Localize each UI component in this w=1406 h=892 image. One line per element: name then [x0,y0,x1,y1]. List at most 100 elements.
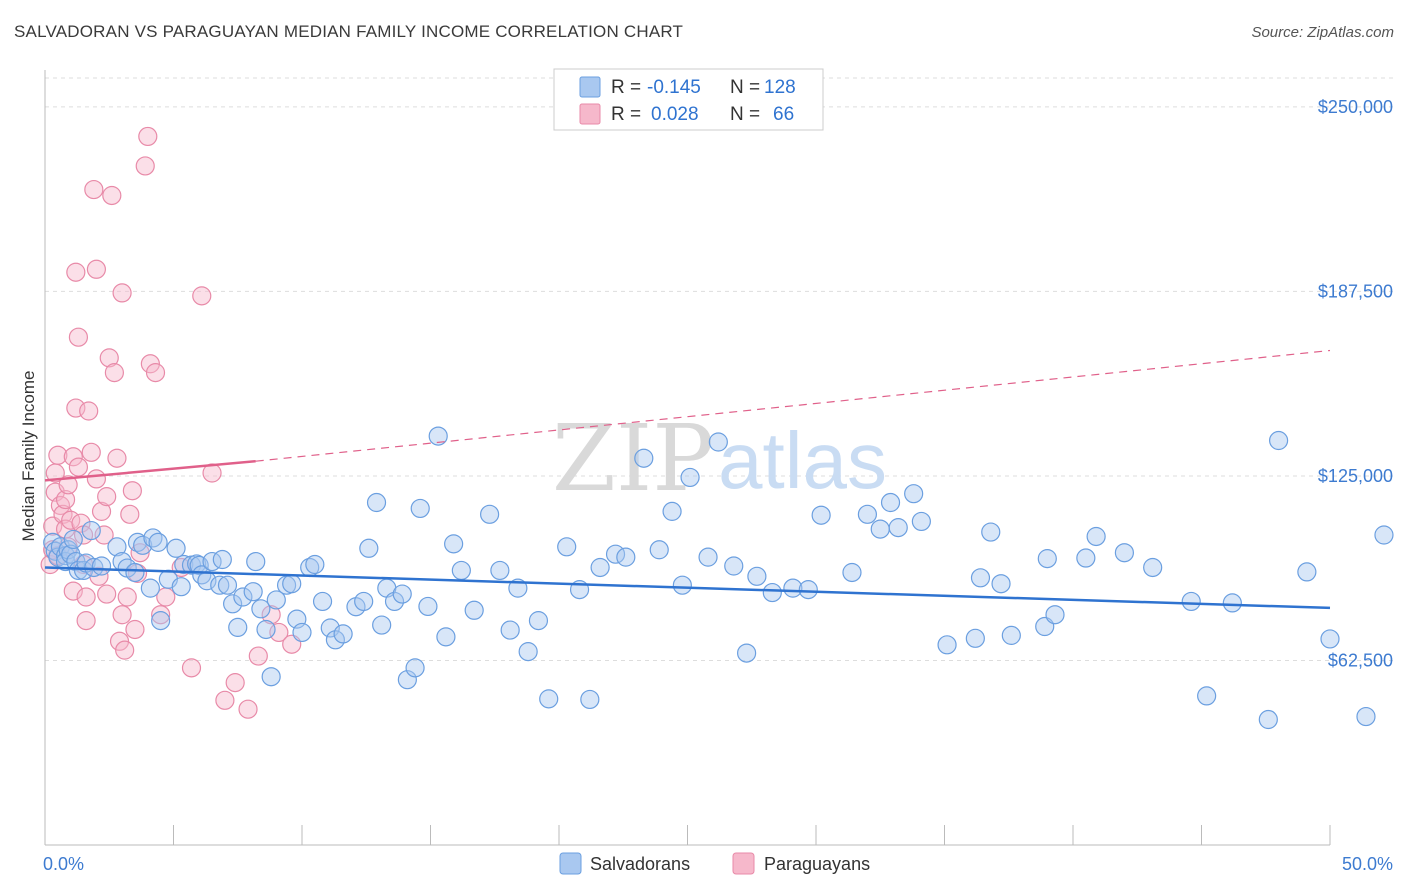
salvadoran-point [965,628,985,648]
paraguayan-point [91,501,112,521]
salvadoran-point [737,643,757,663]
salvadoran-point [148,532,168,552]
paraguayan-point [97,487,117,507]
salvadoran-point [1181,591,1201,612]
salvadoran-point [1045,605,1065,625]
legend-n-value-salvadorans: 128 [764,77,796,98]
salvadoran-point [166,538,186,558]
salvadoran-point [1114,543,1135,563]
paraguayan-point [58,475,78,495]
salvadoran-point [359,538,379,558]
paraguayan-point [225,673,245,693]
legend-n-label-1: N = [730,104,760,125]
paraguayan-point [104,363,124,383]
paraguayan-point [215,690,235,710]
paraguayan-point [71,513,91,533]
paraguayan-point [94,525,114,545]
salvadoran-point [1258,709,1278,730]
salvadoran-point [464,600,484,620]
series-legend: Salvadorans Paraguayans [559,852,870,875]
salvadoran-point [811,505,831,525]
legend-n-label-0: N = [730,77,760,98]
y-tick-label: $125,000 [1318,466,1393,486]
paraguayan-point [248,646,268,666]
y-axis-title: Median Family Income [19,370,38,541]
salvadoran-point [616,547,636,567]
paraguayan-point [109,631,130,651]
paraguayan-point [68,327,89,347]
paraguayan-point [66,262,86,282]
salvadoran-point [63,529,83,550]
salvadoran-point [1320,629,1340,649]
paraguayan-point [63,447,83,467]
axis-layer [44,70,1331,846]
watermark: ZIP atlas [552,405,887,512]
salvadoran-point [292,622,312,643]
y-tick-label: $187,500 [1318,281,1393,301]
salvadoran-point [857,504,878,524]
salvadoran-point [428,426,448,446]
salvadoran-point [937,635,957,655]
series-legend-label-paraguayans: Paraguayans [764,854,870,874]
salvadoran-point [1374,525,1394,545]
salvadoran-point [418,596,438,617]
salvadoran-point [480,504,500,524]
salvadoran-point [312,591,333,612]
salvadoran-point [127,532,148,552]
salvadoran-point [708,432,728,452]
salvadoran-point [325,630,346,650]
salvadoran-point [500,620,520,640]
salvadoran-point [539,689,559,709]
paraguayan-point [99,348,119,368]
salvadoran-point [590,557,610,578]
salvadoran-point [212,549,232,570]
x-tick-label: 50.0% [1342,854,1393,874]
paraguayan-point [76,611,96,631]
salvadoran-point [680,467,700,488]
paraguayan-point [79,401,99,421]
paraguayan-point [97,584,117,604]
paraguayan-point [261,605,281,625]
legend-r-value-paraguayans: 0.028 [651,104,699,125]
salvadoran-point [490,560,510,581]
salvadoran-point [444,534,464,554]
salvadoran-point [580,689,600,710]
salvadoran-point [528,611,549,631]
paraguayan-point [55,489,76,510]
paraguayan-point [102,185,122,206]
salvadoran-point [151,611,171,631]
y-tick-label: $62,500 [1328,650,1393,670]
paraguayan-point [84,179,104,200]
salvadoran-point [1268,430,1289,451]
salvadoran-point [649,540,669,560]
legend-n-value-paraguayans: 66 [773,104,794,125]
salvadoran-point [217,575,238,595]
salvadoran-point [397,670,417,690]
salvadoran-point [798,580,818,600]
salvadoran-point [246,551,266,572]
paraguayan-point [140,354,160,374]
salvadoran-point [724,556,744,576]
salvadoran-point [81,520,101,541]
salvadoran-point [842,562,862,583]
legend-swatch-paraguayans [579,103,601,125]
paraguayan-point [181,658,202,678]
salvadoran-point [911,511,931,532]
paraguayan-point [151,605,171,625]
paraguayan-point [53,504,73,524]
salvadoran-point [518,642,538,662]
salvadoran-point [366,492,387,513]
salvadoran-point [68,560,89,581]
paraguayan-point [81,442,101,462]
salvadoran-point [384,591,405,612]
salvadoran-point [888,518,908,538]
salvadoran-point [171,577,191,597]
paraguayan-point [107,448,127,468]
salvadoran-point [880,492,901,513]
salvadoran-point [233,587,253,607]
salvadoran-point [451,560,471,581]
salvadoran-point [251,599,271,619]
salvadoran-point [125,562,145,583]
salvadoran-point [210,575,230,595]
